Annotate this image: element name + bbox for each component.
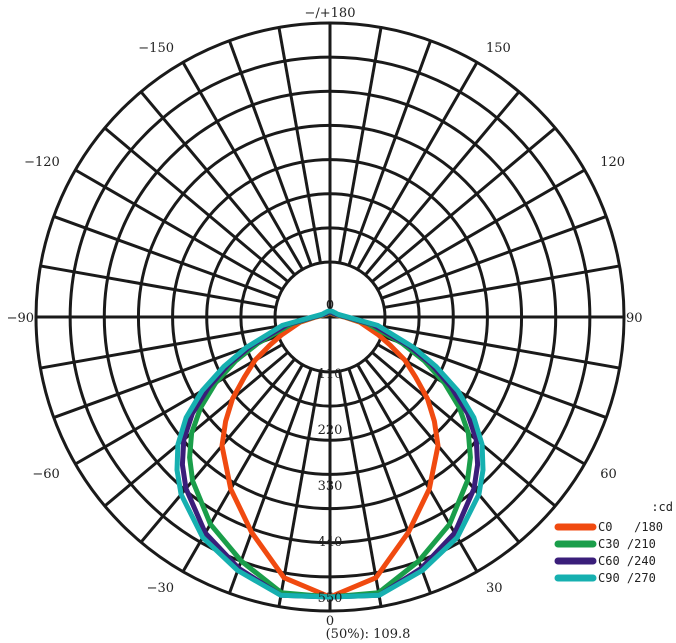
angle-label: −90 (7, 311, 34, 326)
grid-spoke (338, 27, 383, 264)
polar-grid (34, 21, 626, 613)
angle-label: 60 (600, 467, 617, 482)
radial-center-label: 0 (326, 298, 334, 313)
legend-entry: C0 /180 (598, 520, 663, 534)
angle-label: 120 (600, 155, 625, 170)
radial-tick-label: 440 (318, 535, 343, 550)
grid-spoke (277, 27, 322, 264)
grid-spoke (347, 40, 432, 266)
grid-spoke (139, 90, 296, 276)
angle-label: −60 (32, 467, 59, 482)
angle-label: 150 (486, 41, 511, 56)
grid-spoke (371, 351, 557, 508)
grid-spoke (356, 61, 479, 271)
radial-tick-label: 550 (318, 591, 343, 606)
angle-label: 90 (626, 311, 643, 326)
angle-label: −/+180 (305, 6, 356, 21)
grid-spoke (181, 61, 304, 271)
legend: :cd C0 /180 C30 /210 C60 /240 C90 /270 (554, 500, 673, 585)
grid-spoke (74, 168, 284, 291)
angle-labels: −/+180 150 −150 120 −120 90 −90 60 −60 30 −30 0 (7, 6, 643, 629)
legend-entry: C90 /270 (598, 571, 656, 585)
angle-label: −150 (138, 41, 174, 56)
grid-spoke (364, 90, 521, 276)
grid-spoke (228, 368, 313, 594)
grid-spoke (376, 168, 586, 291)
grid-spoke (364, 358, 521, 544)
grid-spoke (40, 325, 277, 370)
grid-spoke (74, 343, 284, 466)
grid-spoke (381, 215, 607, 300)
grid-spoke (53, 215, 279, 300)
radial-tick-label: 220 (318, 423, 343, 438)
angle-label: 30 (486, 581, 503, 596)
legend-entry: C30 /210 (598, 537, 656, 551)
grid-spoke (347, 368, 432, 594)
grid-spoke (277, 370, 322, 607)
radial-labels: 0 110 220 330 440 550 (318, 298, 343, 606)
grid-spoke (139, 358, 296, 544)
grid-spoke (103, 126, 289, 283)
grid-spoke (383, 325, 620, 370)
angle-label: 0 (326, 614, 334, 629)
radial-tick-label: 110 (318, 367, 343, 382)
footer-label: (50%): 109.8 (326, 627, 411, 642)
radial-tick-label: 330 (318, 479, 343, 494)
angle-label: −30 (147, 581, 174, 596)
grid-spoke (383, 264, 620, 309)
angle-label: −120 (24, 155, 60, 170)
grid-spoke (228, 40, 313, 266)
grid-spoke (376, 343, 586, 466)
series-curve-3 (174, 308, 486, 600)
intensity-curves (174, 308, 486, 600)
grid-spoke (40, 264, 277, 309)
unit-label: :cd (651, 500, 673, 514)
grid-spoke (371, 126, 557, 283)
legend-entry: C60 /240 (598, 554, 656, 568)
grid-spoke (338, 370, 383, 607)
grid-spoke (103, 351, 289, 508)
